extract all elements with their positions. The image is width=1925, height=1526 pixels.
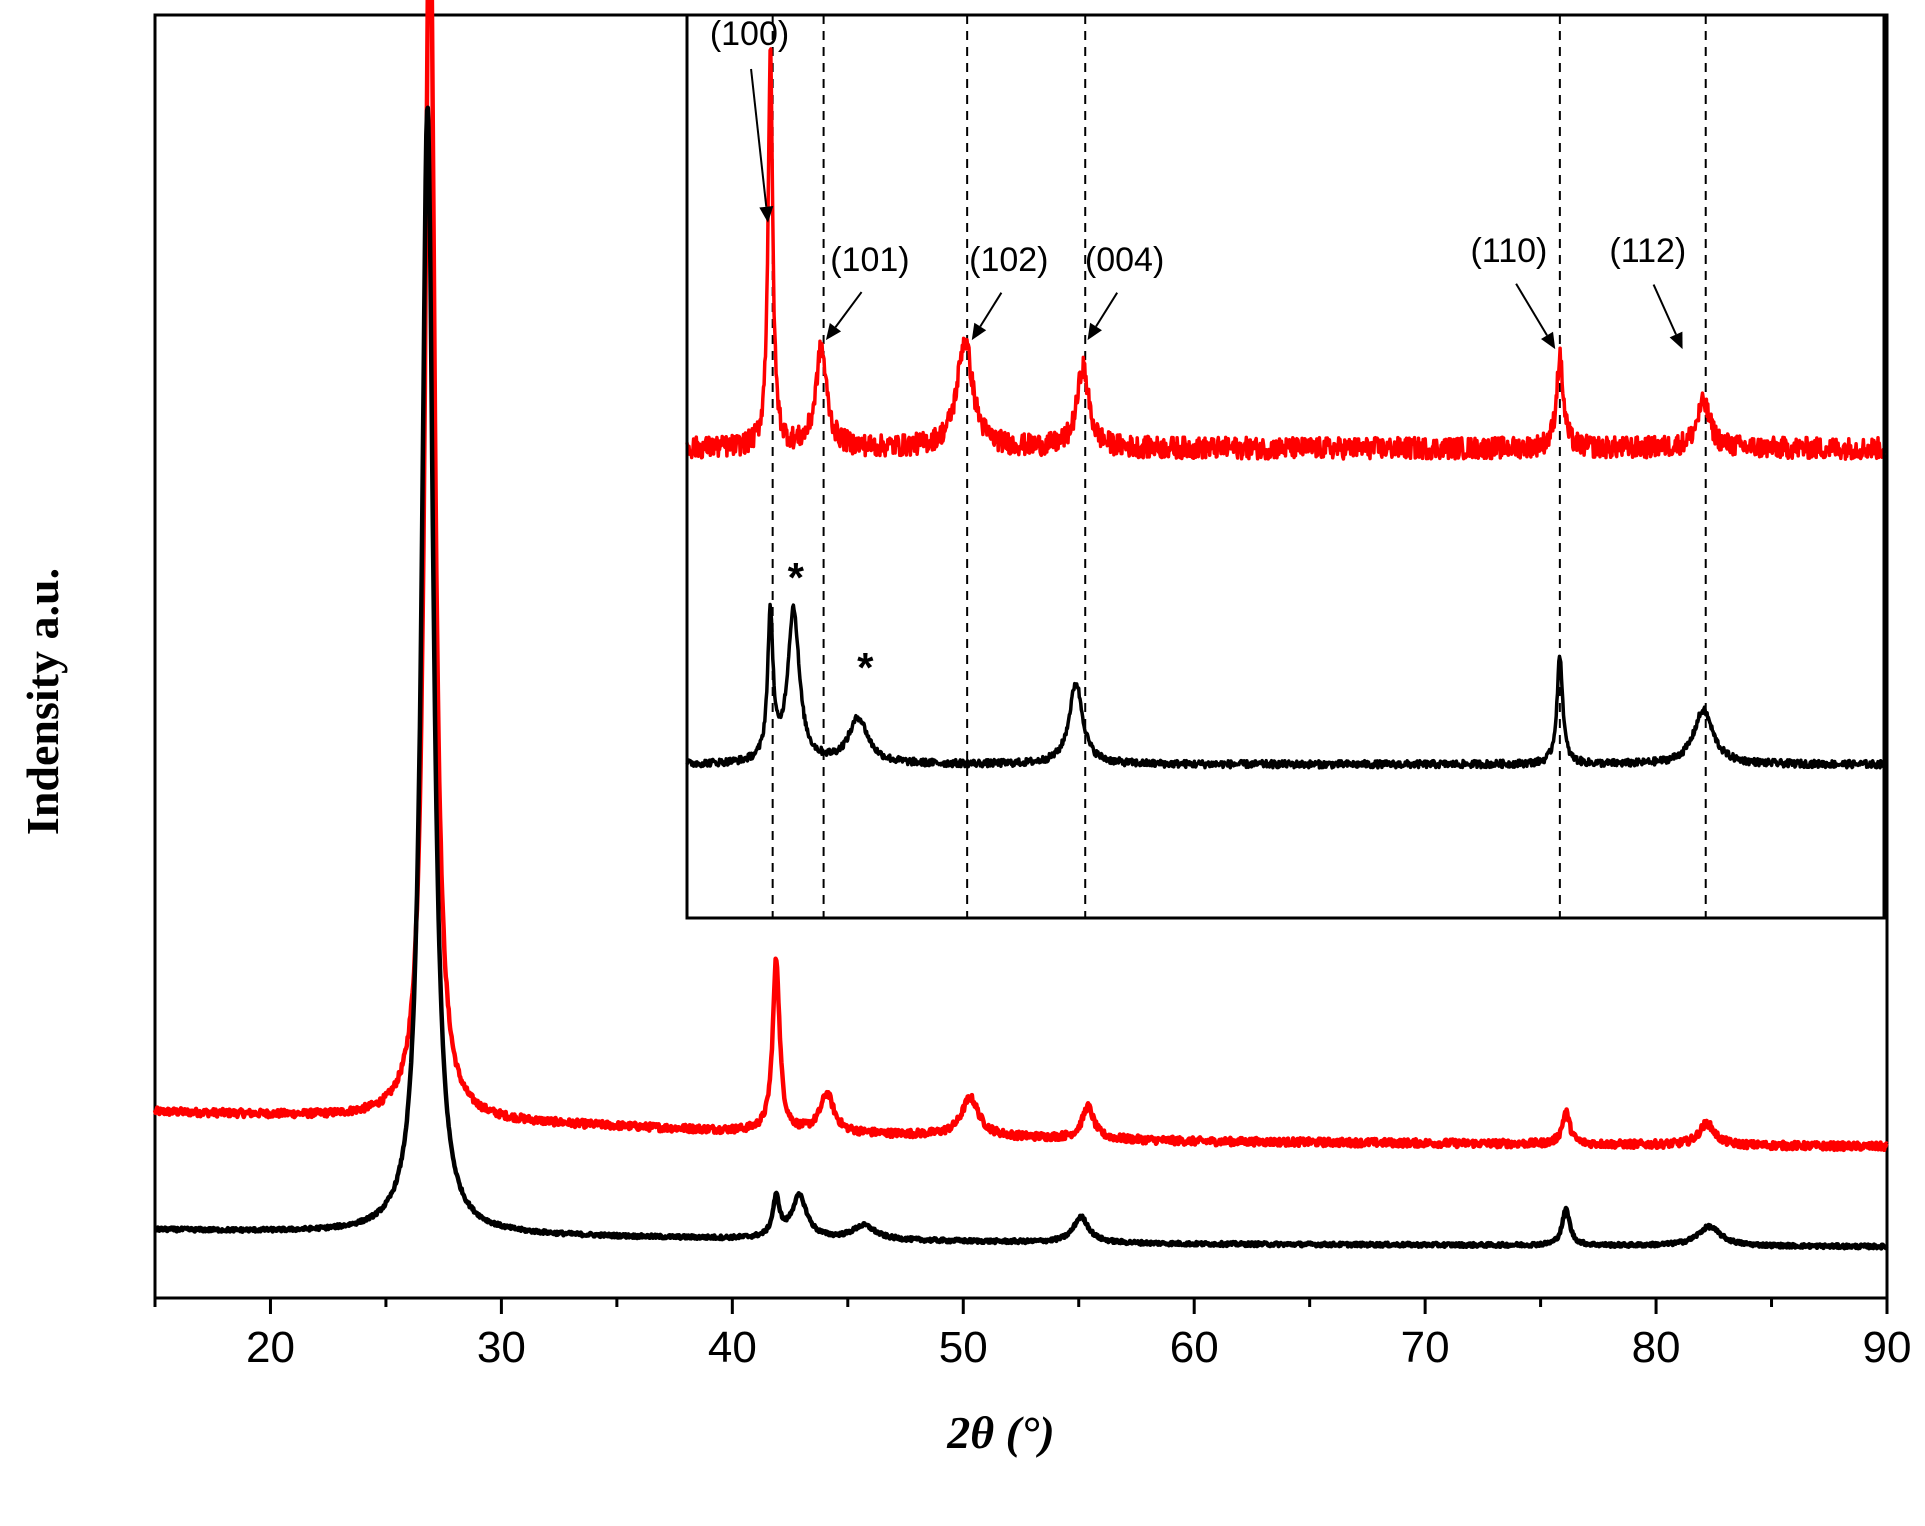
x-tick-label: 90 [1863,1323,1912,1372]
annotation-arrowhead [759,206,774,223]
impurity-star-label: * [857,644,874,691]
x-axis-title: 2θ (°) [946,1407,1054,1458]
annotation-arrow-line [979,292,1003,328]
inset-series-line [685,602,1886,770]
annotation-arrowhead [1541,331,1556,350]
annotation-arrowhead [1087,322,1102,341]
main-series-line [153,105,1889,1251]
annotation-arrow-line [834,291,863,328]
x-axis-ticks: 20 30 40 50 60 70 80 90 [153,1298,1912,1372]
main-series-line [152,0,1889,1153]
inset-plot: (100) (101) (102) (004) (110) (112) * * [685,13,1886,920]
annotation-arrowhead [825,323,842,341]
y-axis-title: Indensity a.u. [17,568,68,835]
inset-series-group [685,47,1886,770]
inset-annotations: (100) (101) (102) (004) (110) (112) * * [710,15,1686,691]
hkl-label: (110) [1470,232,1547,270]
hkl-label: (004) [1085,241,1164,279]
annotation-arrow-line [1095,292,1119,328]
annotation-arrow-line [1652,284,1677,335]
annotation-arrowhead [971,322,987,341]
annotation-arrowhead [1669,331,1683,350]
impurity-star-label: * [788,554,805,601]
hkl-label: (112) [1609,232,1686,270]
annotation-arrow-line [750,68,768,207]
x-tick-label: 40 [708,1323,757,1372]
main-series-group [152,0,1889,1251]
x-tick-label: 30 [477,1323,526,1372]
x-tick-label: 60 [1170,1323,1219,1372]
x-tick-label: 20 [246,1323,295,1372]
x-tick-label: 80 [1632,1323,1681,1372]
hkl-label: (101) [830,241,909,279]
x-tick-label: 70 [1401,1323,1450,1372]
inset-background [687,15,1884,918]
hkl-label: (102) [969,241,1048,279]
inset-series-line [685,47,1886,461]
annotation-arrow-line [1515,283,1548,336]
hkl-label: (100) [710,15,789,53]
x-tick-label: 50 [939,1323,988,1372]
inset-plot-frame [685,13,1886,920]
